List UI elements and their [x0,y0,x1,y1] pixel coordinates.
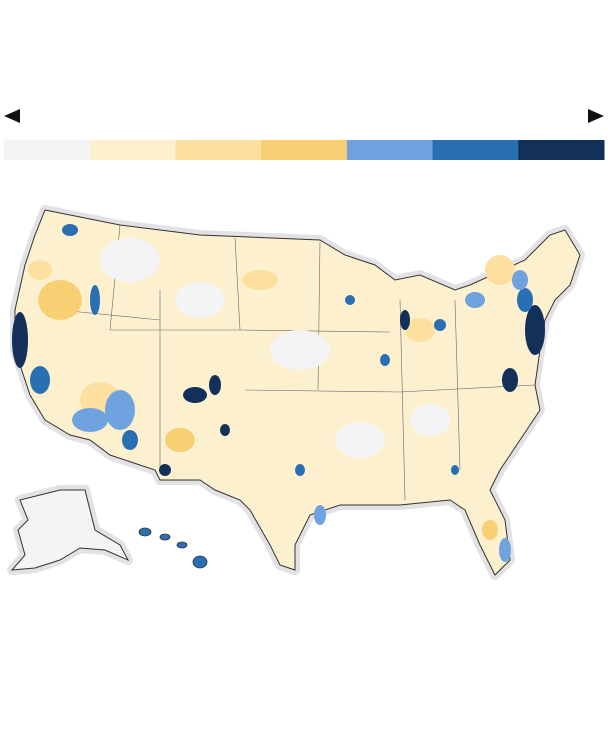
prev-arrow[interactable] [4,109,20,123]
region [242,270,278,290]
region [434,319,446,331]
region [517,288,533,312]
region [220,424,230,436]
state-border [454,299,461,471]
region [485,255,515,285]
region [335,422,385,458]
region [30,366,50,394]
region [314,505,326,525]
legend-swatch [346,140,434,160]
legend-swatch [89,140,176,160]
region [105,390,135,430]
region [410,404,450,436]
state-border [244,389,401,393]
region [295,464,305,476]
region [209,375,221,395]
region [122,430,138,450]
region [12,312,28,368]
region [451,465,459,475]
region [165,428,195,452]
state-border [234,237,241,331]
region [90,285,100,315]
legend-swatch [432,140,519,160]
region [405,318,435,342]
hawaii-island [138,527,152,537]
region [345,295,355,305]
land [7,205,585,580]
region [525,305,545,355]
region [502,368,518,392]
legend-swatch [518,140,605,160]
contiguous-us [14,209,581,576]
region [175,282,225,318]
next-arrow[interactable] [588,109,604,123]
region [72,408,108,432]
legend-swatch [4,140,91,160]
region [159,464,171,476]
region [28,260,52,280]
legend [4,140,605,160]
hawaii-island [192,555,208,569]
region [400,310,410,330]
region [62,224,78,236]
region [38,280,82,320]
hawaii-island [159,533,171,541]
region [499,538,511,562]
legend-swatch [175,140,262,160]
region [465,292,485,308]
state-border [239,329,391,333]
region [270,330,330,370]
region [100,238,160,282]
region [380,354,390,366]
state-border [399,299,406,501]
region [183,387,207,403]
region [512,270,528,290]
region [482,520,498,540]
legend-swatch [261,140,348,160]
alaska [10,489,130,571]
hawaii-island [176,541,188,549]
